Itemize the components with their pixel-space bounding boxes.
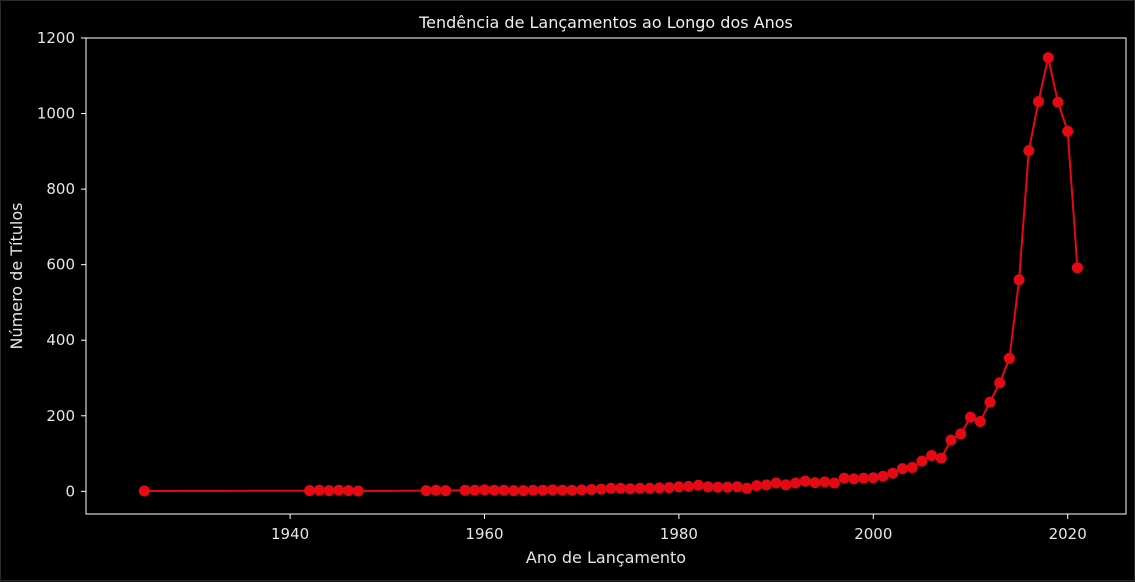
data-point [440,485,452,497]
data-point [488,484,500,496]
data-point [1042,52,1054,64]
data-point [304,485,316,497]
data-point [420,485,432,497]
data-point [547,484,559,496]
data-point [1033,95,1045,107]
y-tick-label: 1000 [37,105,75,123]
data-point [770,477,782,489]
data-point [479,484,491,496]
y-axis-label: Número de Títulos [7,203,26,350]
y-tick-label: 800 [46,180,75,198]
y-tick-label: 0 [65,482,75,500]
chart-title: Tendência de Lançamentos ao Longo dos An… [418,13,793,32]
data-point [1023,145,1035,157]
data-point [799,475,811,487]
data-point [605,482,617,494]
data-point [342,485,354,497]
data-point [838,472,850,484]
data-point [537,484,549,496]
data-point [430,484,442,496]
data-point [653,482,665,494]
data-point [323,485,335,497]
data-point [945,434,957,446]
data-point [527,484,539,496]
y-tick-label: 400 [46,331,75,349]
data-point [877,470,889,482]
plot-area-frame [85,37,1127,515]
y-tick-label: 1200 [37,29,75,47]
x-tick-label: 1980 [660,525,698,543]
data-point [673,481,685,493]
data-point [760,479,772,491]
data-point [828,477,840,489]
data-point [790,477,802,489]
data-point [955,428,967,440]
data-point [313,484,325,496]
data-point [964,411,976,423]
data-point [819,476,831,488]
data-point [517,485,529,497]
data-point [858,472,870,484]
data-point [1062,125,1074,137]
data-point [585,483,597,495]
data-point [498,484,510,496]
data-point [751,480,763,492]
data-point [896,463,908,475]
data-point [1013,274,1025,286]
data-point [731,481,743,493]
y-tick-label: 200 [46,407,75,425]
data-point [663,482,675,494]
y-tick-label: 600 [46,256,75,274]
data-point [1071,262,1083,274]
data-point [809,477,821,489]
data-point [906,462,918,474]
data-point [867,472,879,484]
x-axis-label: Ano de Lançamento [526,548,686,567]
x-axis: 1940 1960 1980 2000 2020 [271,514,1087,543]
data-point [721,481,733,493]
series-line [144,57,1079,493]
data-point [615,482,627,494]
data-point [692,479,704,491]
y-axis: 0 200 400 600 800 1000 1200 [37,29,86,500]
data-point [1052,96,1064,108]
data-point [741,482,753,494]
data-point [333,484,345,496]
data-point [138,485,150,497]
data-point [644,482,656,494]
data-point [848,473,860,485]
data-point [566,484,578,496]
data-point [508,485,520,497]
data-point [624,483,636,495]
data-point [469,484,481,496]
x-tick-label: 2000 [854,525,892,543]
data-point [984,396,996,408]
data-point [935,452,947,464]
x-tick-label: 1940 [271,525,309,543]
data-point [994,377,1006,389]
data-point [595,483,607,495]
data-point [926,449,938,461]
data-point [712,481,724,493]
data-point [634,482,646,494]
data-point [576,484,588,496]
data-point [683,480,695,492]
data-point [780,479,792,491]
data-point [974,415,986,427]
data-point [556,484,568,496]
data-point [916,455,928,467]
data-points [138,52,1083,497]
x-tick-label: 1960 [465,525,503,543]
data-point [702,481,714,493]
data-point [1003,352,1015,364]
data-point [459,484,471,496]
data-point [887,467,899,479]
data-point [352,485,364,497]
x-tick-label: 2020 [1049,525,1087,543]
